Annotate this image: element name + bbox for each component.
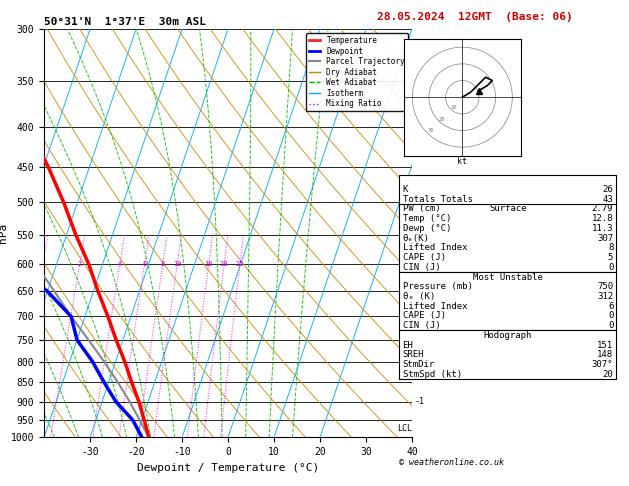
- Text: 30: 30: [427, 128, 434, 133]
- Text: -5: -5: [415, 257, 425, 266]
- Text: 8: 8: [160, 261, 165, 267]
- Text: θₑ(K): θₑ(K): [403, 234, 430, 243]
- Text: StmSpd (kt): StmSpd (kt): [403, 370, 462, 379]
- Text: LCL: LCL: [397, 424, 412, 434]
- Text: 28.05.2024  12GMT  (Base: 06): 28.05.2024 12GMT (Base: 06): [377, 12, 573, 22]
- Text: EH: EH: [403, 341, 413, 349]
- Text: K: K: [403, 185, 408, 194]
- Text: 2: 2: [77, 261, 82, 267]
- Text: 312: 312: [597, 292, 613, 301]
- Text: © weatheronline.co.uk: © weatheronline.co.uk: [399, 457, 504, 467]
- Text: 4: 4: [118, 261, 122, 267]
- Text: 2.79: 2.79: [592, 205, 613, 213]
- Text: CAPE (J): CAPE (J): [403, 312, 445, 320]
- Text: 0: 0: [608, 312, 613, 320]
- Text: 148: 148: [597, 350, 613, 359]
- Text: 12.8: 12.8: [592, 214, 613, 223]
- Text: 20: 20: [439, 117, 445, 122]
- Text: 10: 10: [450, 105, 457, 110]
- Text: -2: -2: [415, 365, 425, 375]
- Text: 5: 5: [608, 253, 613, 262]
- X-axis label: Dewpoint / Temperature (°C): Dewpoint / Temperature (°C): [137, 463, 319, 473]
- Text: Lifted Index: Lifted Index: [403, 302, 467, 311]
- Text: 26: 26: [603, 185, 613, 194]
- Text: -1: -1: [415, 397, 425, 406]
- Text: CIN (J): CIN (J): [403, 321, 440, 330]
- Text: 307°: 307°: [592, 360, 613, 369]
- Text: 6: 6: [608, 302, 613, 311]
- Text: CIN (J): CIN (J): [403, 263, 440, 272]
- Text: -4: -4: [415, 295, 425, 304]
- Text: Dewp (°C): Dewp (°C): [403, 224, 451, 233]
- Text: 0: 0: [608, 321, 613, 330]
- Text: Pressure (mb): Pressure (mb): [403, 282, 472, 291]
- Text: Hodograph: Hodograph: [484, 331, 532, 340]
- Legend: Temperature, Dewpoint, Parcel Trajectory, Dry Adiabat, Wet Adiabat, Isotherm, Mi: Temperature, Dewpoint, Parcel Trajectory…: [306, 33, 408, 111]
- Text: 20: 20: [603, 370, 613, 379]
- Text: Lifted Index: Lifted Index: [403, 243, 467, 252]
- Text: 151: 151: [597, 341, 613, 349]
- Text: CAPE (J): CAPE (J): [403, 253, 445, 262]
- Text: 0: 0: [608, 263, 613, 272]
- Text: SREH: SREH: [403, 350, 424, 359]
- Text: 25: 25: [236, 261, 244, 267]
- Text: Totals Totals: Totals Totals: [403, 195, 472, 204]
- Text: 43: 43: [603, 195, 613, 204]
- Text: 8: 8: [608, 243, 613, 252]
- Text: -6: -6: [415, 221, 425, 230]
- Text: 20: 20: [220, 261, 228, 267]
- Text: Most Unstable: Most Unstable: [473, 273, 543, 281]
- Text: PW (cm): PW (cm): [403, 205, 440, 213]
- Text: -3: -3: [415, 331, 425, 340]
- Text: StmDir: StmDir: [403, 360, 435, 369]
- Text: 11.3: 11.3: [592, 224, 613, 233]
- Text: θₑ (K): θₑ (K): [403, 292, 435, 301]
- Text: -8: -8: [415, 114, 425, 122]
- Text: km
ASL: km ASL: [420, 224, 435, 243]
- Text: Temp (°C): Temp (°C): [403, 214, 451, 223]
- X-axis label: kt: kt: [457, 157, 467, 166]
- Text: 6: 6: [142, 261, 147, 267]
- Text: Surface: Surface: [489, 205, 526, 213]
- Text: 750: 750: [597, 282, 613, 291]
- Text: 10: 10: [173, 261, 181, 267]
- Text: 50°31'N  1°37'E  30m ASL: 50°31'N 1°37'E 30m ASL: [44, 17, 206, 27]
- Text: -7: -7: [415, 180, 425, 190]
- Text: 16: 16: [204, 261, 213, 267]
- Text: 307: 307: [597, 234, 613, 243]
- Y-axis label: hPa: hPa: [0, 223, 8, 243]
